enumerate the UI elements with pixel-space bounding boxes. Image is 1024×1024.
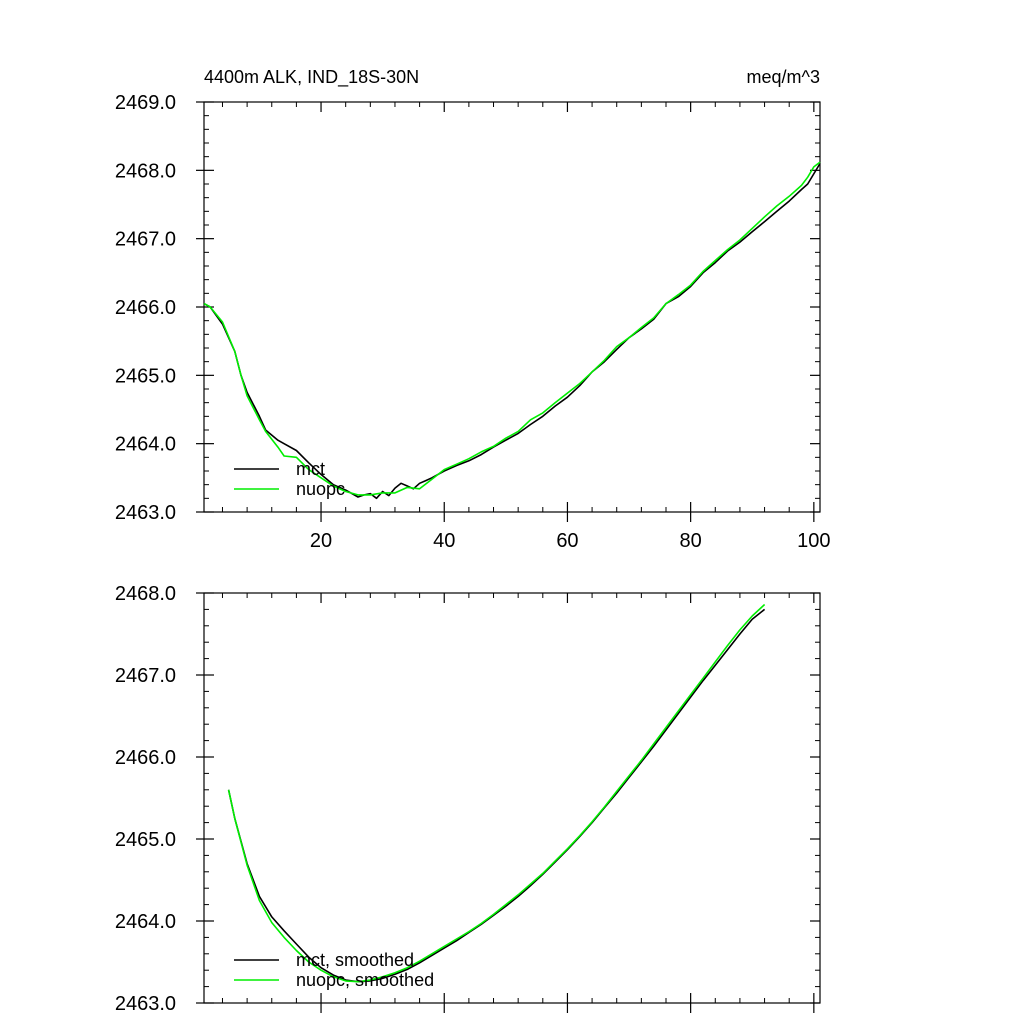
y-tick-label: 2467.0 [115, 229, 176, 251]
legend-label: mct [296, 459, 325, 479]
chart-units: meq/m^3 [747, 67, 820, 87]
tick-marks-bottom [196, 592, 820, 1013]
panel-bottom: 2463.0 2464.0 2465.0 2466.0 2467.0 2468.0 mct… [115, 583, 821, 1015]
legend-label: nuopc [296, 479, 345, 499]
y-tick-labels-top: 2463.0 2464.0 2465.0 2466.0 2467.0 2468.0 2469… [115, 92, 176, 524]
x-tick-label: 40 [433, 530, 455, 552]
x-tick-label: 20 [310, 530, 332, 552]
x-tick-label: 80 [680, 530, 702, 552]
series-lines-top [203, 161, 821, 500]
y-tick-labels-bottom: 2463.0 2464.0 2465.0 2466.0 2467.0 2468.0 [115, 583, 176, 1015]
y-tick-label: 2465.0 [115, 829, 176, 851]
series-line-nuopc-smoothed [227, 603, 766, 983]
y-tick-label: 2465.0 [115, 365, 176, 387]
y-tick-label: 2467.0 [115, 665, 176, 687]
x-tick-label: 100 [797, 530, 830, 552]
series-line-mct [203, 163, 821, 500]
panel-top: 2463.0 2464.0 2465.0 2466.0 2467.0 2468.0 2469… [115, 92, 831, 552]
legend-label: nuopc, smoothed [296, 970, 434, 990]
y-tick-label: 2466.0 [115, 297, 176, 319]
y-tick-label: 2464.0 [115, 434, 176, 456]
tick-marks-top [196, 101, 820, 522]
x-tick-labels-top: 20 40 60 80 100 [310, 530, 831, 552]
series-line-nuopc [203, 161, 821, 496]
y-tick-label: 2463.0 [115, 993, 176, 1015]
legend-label: mct, smoothed [296, 950, 414, 970]
y-tick-label: 2469.0 [115, 92, 176, 114]
y-tick-label: 2468.0 [115, 583, 176, 605]
x-tick-label: 60 [556, 530, 578, 552]
y-tick-label: 2468.0 [115, 160, 176, 182]
chart-title: 4400m ALK, IND_18S-30N [204, 67, 419, 88]
plot-frame-bottom [203, 592, 821, 1004]
y-tick-label: 2464.0 [115, 911, 176, 933]
y-tick-label: 2466.0 [115, 747, 176, 769]
y-tick-label: 2463.0 [115, 502, 176, 524]
series-lines-bottom [227, 603, 766, 983]
